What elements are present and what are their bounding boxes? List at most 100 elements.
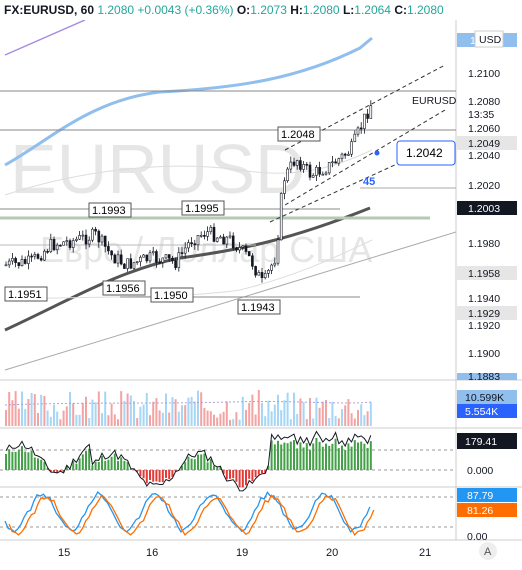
volume-panel[interactable] (5, 390, 372, 426)
candle-body (151, 251, 155, 254)
cci-bar (165, 470, 167, 478)
candle-body (334, 161, 337, 164)
stoch-k-value: 87.79 (467, 490, 493, 502)
trend-line-gray[interactable] (4, 231, 456, 371)
cci-bar (366, 447, 369, 470)
cci-bar (30, 450, 33, 470)
cci-bar (81, 454, 84, 470)
candle-body (279, 193, 283, 241)
stoch-zero: 0.00 (467, 531, 488, 543)
cci-bar (296, 448, 299, 470)
currency-button[interactable]: USD (479, 34, 502, 46)
volume-bar (85, 396, 87, 426)
watermark-symbol: EURUSD (10, 130, 306, 208)
label-ma-top: 1 (470, 35, 476, 47)
candle-body (193, 243, 197, 246)
cci-bar (325, 443, 327, 470)
candle-body (305, 164, 309, 166)
stoch-labels: 87.79 81.26 0.00 (457, 488, 517, 543)
candle-body (110, 250, 113, 256)
candle-body (36, 254, 40, 259)
volume-bar (219, 413, 222, 426)
volume-bar (341, 409, 343, 426)
cci-bar (136, 470, 139, 472)
cci-bar (289, 441, 292, 470)
candle-body (81, 234, 85, 237)
volume-bar (33, 394, 36, 426)
label-current: 1.2080 (468, 96, 500, 108)
cci-bar (248, 470, 251, 479)
cci-bar (219, 466, 222, 470)
volume-bar (366, 411, 369, 426)
cci-bar (331, 443, 334, 470)
price-axis-labels: 1 USD EURUSD 1.2080 13:35 1.2049 1.2003 … (412, 30, 517, 383)
symbol-name[interactable]: FX:EURUSD, 60 (4, 3, 95, 17)
cci-panel[interactable] (5, 430, 372, 492)
cci-value: 179.41 (465, 436, 497, 448)
volume-bar (139, 406, 142, 426)
candle-body (52, 238, 56, 251)
candle-body (321, 173, 325, 176)
candle-body (219, 236, 222, 239)
candle-body (180, 252, 184, 254)
cci-bar (43, 461, 46, 470)
volume-bar (129, 395, 132, 426)
cci-bar (283, 442, 286, 470)
cci-bar (37, 458, 39, 470)
candle-body (257, 272, 261, 276)
main-plot[interactable] (0, 20, 456, 371)
candle-body (350, 141, 353, 155)
cci-bar (94, 461, 97, 470)
volume-bar (241, 396, 244, 426)
cci-bar (72, 460, 75, 470)
stoch-d-value: 81.26 (467, 505, 493, 517)
volume-bar (283, 400, 286, 426)
candle-body (238, 247, 241, 251)
candle-body (75, 238, 78, 241)
volume-bar (363, 415, 366, 426)
volume-bar (225, 401, 228, 426)
candle-body (231, 235, 235, 249)
volume-bar (254, 414, 257, 426)
cci-bar (33, 457, 36, 470)
candle-body (241, 245, 245, 248)
volume-ma-value: 5.554K (465, 406, 498, 418)
candle-body (209, 226, 213, 233)
candle-body (283, 180, 286, 194)
cci-bar (97, 461, 100, 470)
cci-bar (312, 443, 315, 470)
time-axis[interactable]: 15 16 19 20 21 (58, 547, 431, 559)
auto-scale-button[interactable] (479, 542, 497, 560)
candle-body (267, 270, 270, 274)
candle-body (65, 240, 69, 243)
cci-bar (341, 445, 343, 470)
candle-body (171, 257, 174, 261)
volume-bar (113, 414, 116, 426)
volume-bar (200, 392, 203, 426)
cci-bar (113, 453, 116, 470)
cci-bar (104, 460, 107, 470)
volume-bar (203, 407, 206, 426)
volume-bar (72, 403, 75, 426)
cci-bar (14, 451, 17, 470)
volume-bar (177, 411, 180, 426)
label-eurusd-name: EURUSD (412, 95, 457, 107)
candle-body (43, 250, 46, 261)
volume-bar (190, 396, 193, 426)
cci-bar (334, 438, 337, 470)
cci-bar (85, 451, 87, 470)
cci-bar (193, 459, 196, 470)
ma-purple-line (4, 20, 86, 56)
cci-bar (133, 468, 135, 470)
volume-bar (187, 397, 190, 426)
price-tick: 1.2060 (468, 123, 500, 135)
watermark-description: Евро / Доллар США (40, 229, 372, 270)
annotation-high-left: 1.1993 (92, 205, 126, 217)
cci-bar (267, 465, 270, 470)
annotation-low-4: 1.1943 (241, 302, 275, 314)
channel-lower[interactable] (284, 109, 446, 206)
high-value: 1.2080 (302, 3, 340, 17)
cci-bar (53, 470, 55, 472)
cci-bar (213, 465, 215, 470)
ma-blue-line (4, 36, 373, 167)
